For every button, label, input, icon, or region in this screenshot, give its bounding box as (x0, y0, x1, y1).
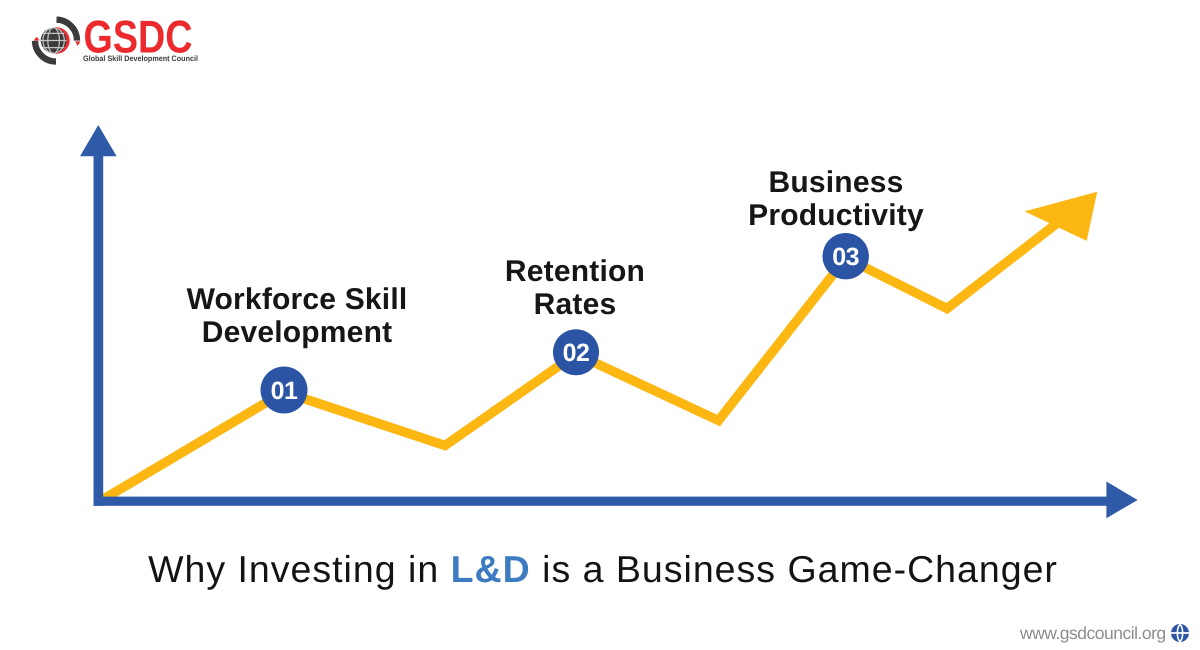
svg-text:03: 03 (832, 243, 859, 271)
svg-text:Global Skill Development Counc: Global Skill Development Council (83, 54, 198, 63)
svg-text:02: 02 (563, 339, 590, 367)
svg-text:GSDC: GSDC (84, 12, 193, 63)
svg-text:01: 01 (271, 377, 298, 405)
